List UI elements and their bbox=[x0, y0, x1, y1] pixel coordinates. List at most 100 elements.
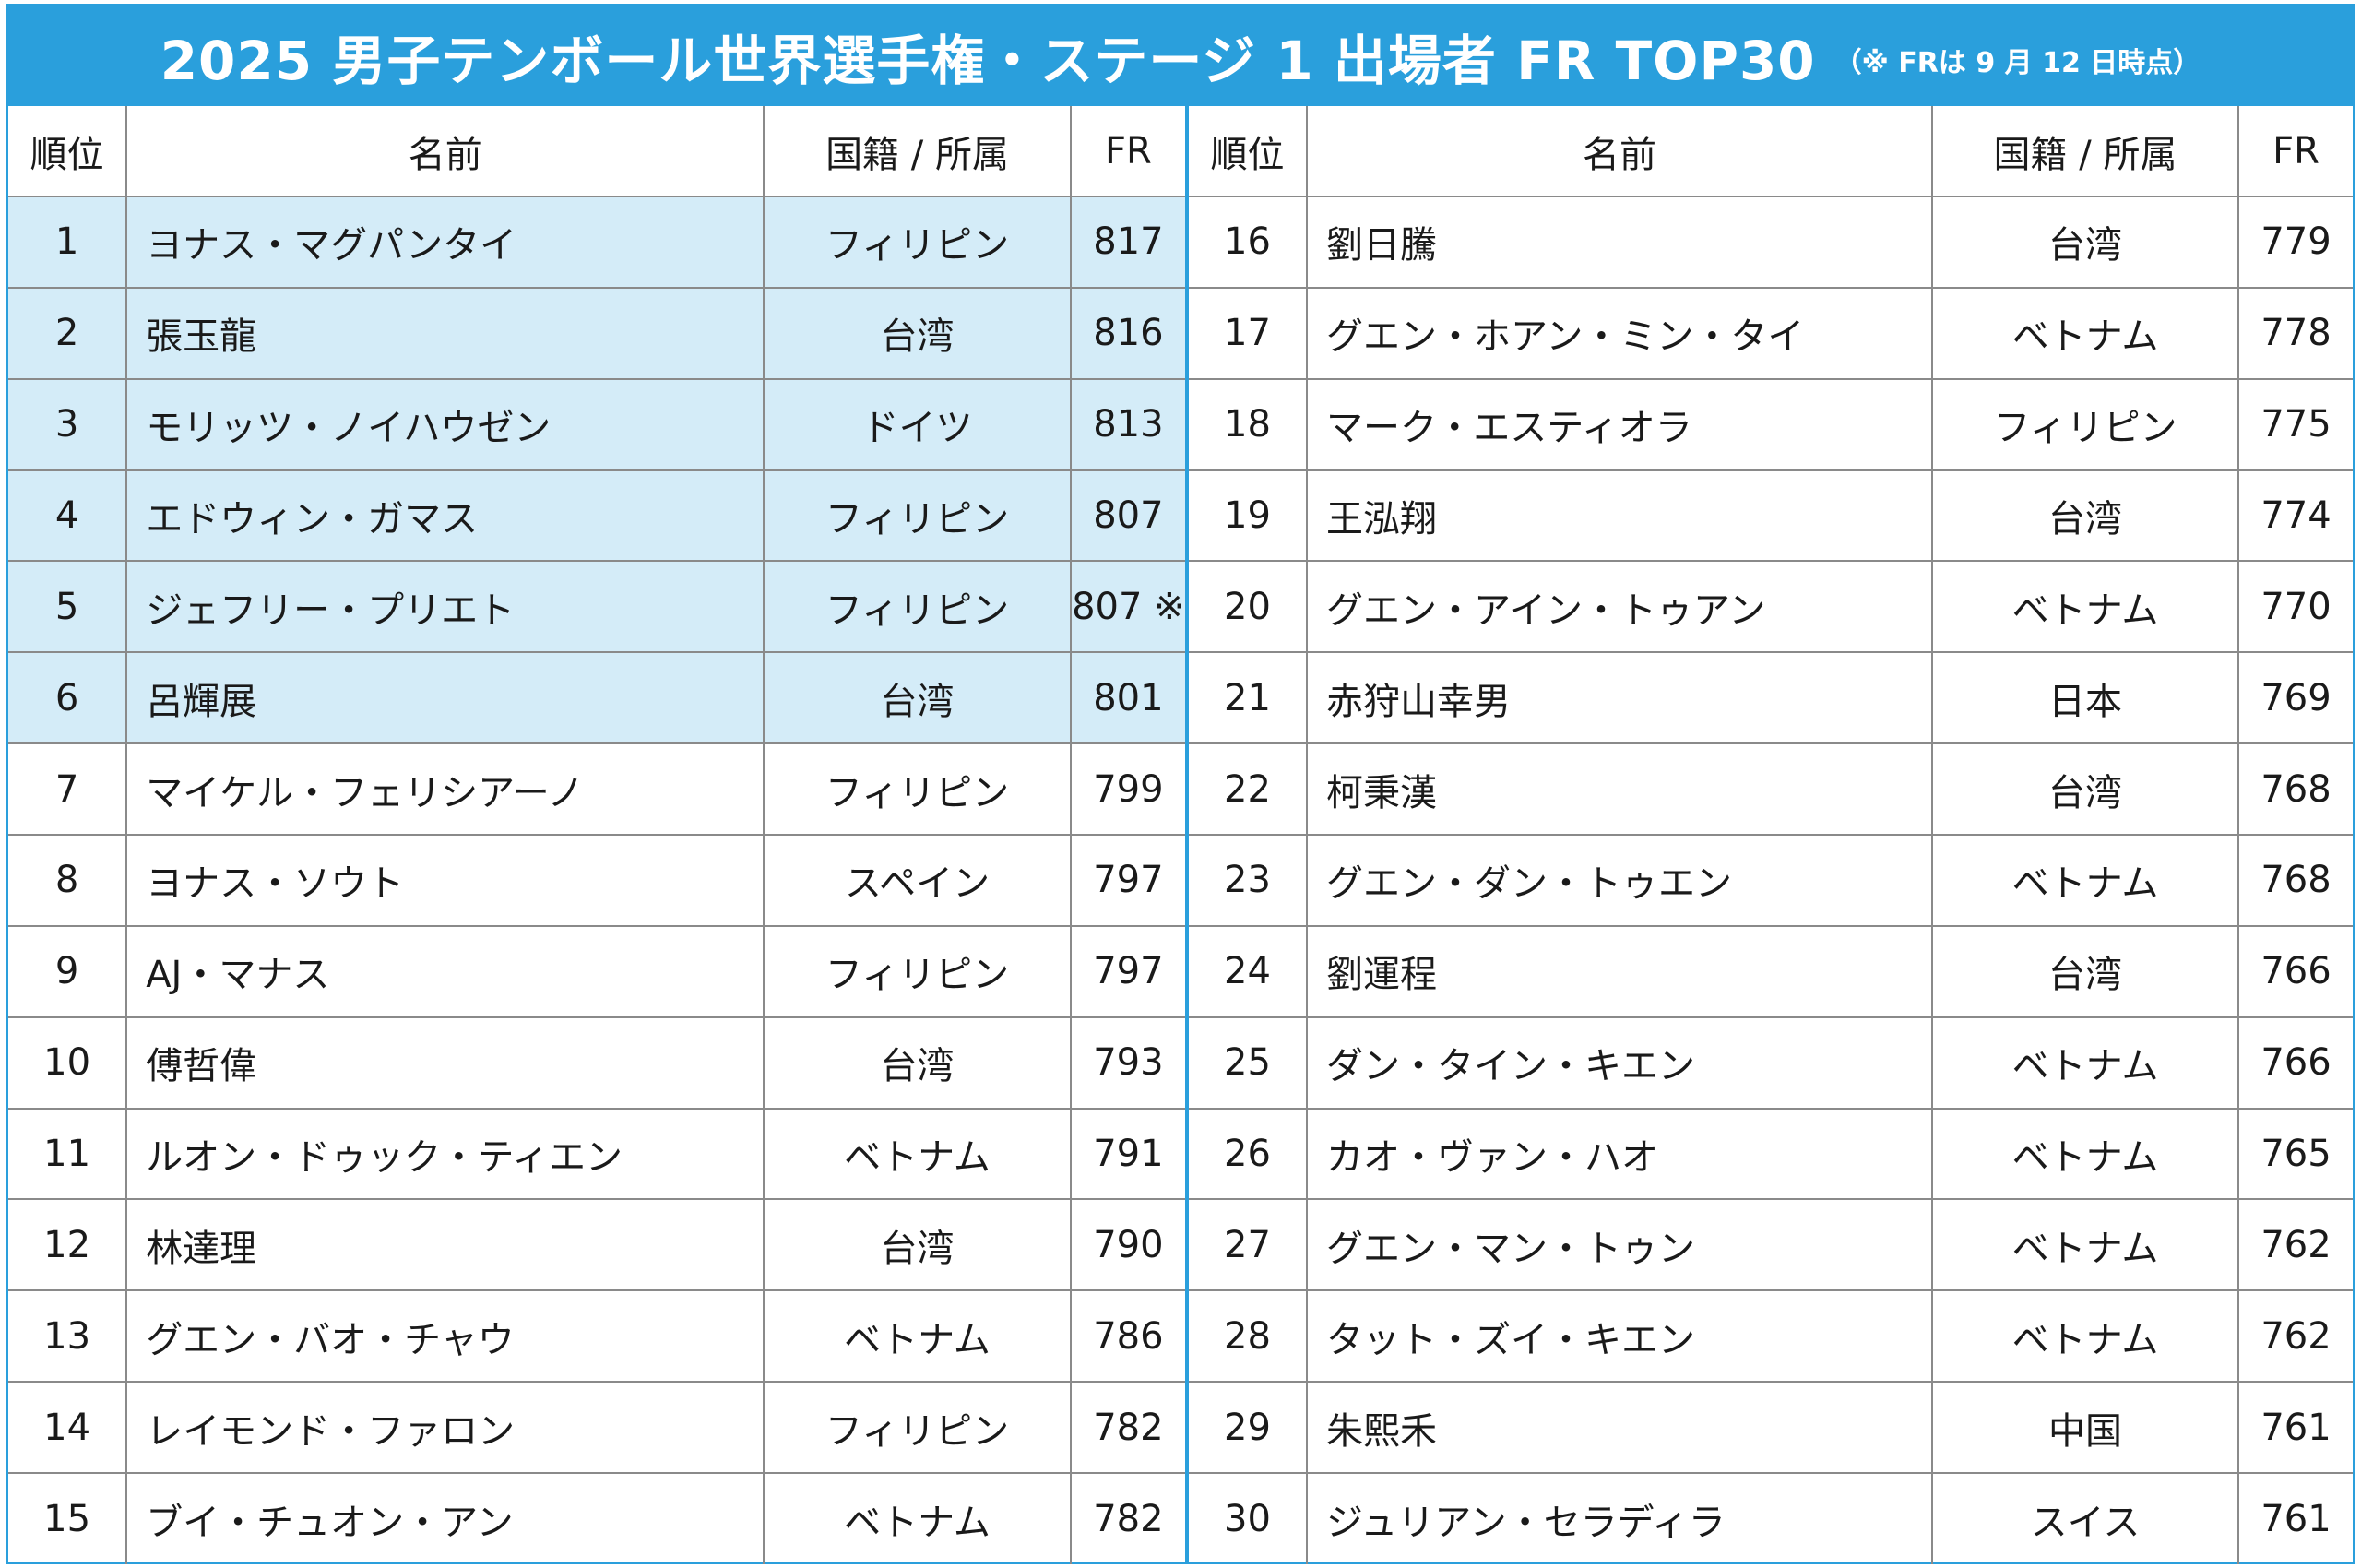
player-name-cell: グエン・ダン・トゥエン bbox=[1307, 835, 1933, 927]
fr-cell: 799 bbox=[1070, 743, 1187, 837]
player-name-cell: タット・ズイ・キエン bbox=[1307, 1290, 1933, 1384]
nationality-cell: ドイツ bbox=[764, 378, 1072, 471]
rank-cell: 15 bbox=[8, 1473, 128, 1564]
player-name-cell: 林達理 bbox=[126, 1199, 765, 1292]
nationality-cell: ベトナム bbox=[764, 1473, 1072, 1564]
table-row: 26 カオ・ヴァン・ハオ ベトナム 765 bbox=[1189, 1108, 2353, 1201]
player-name-cell: AJ・マナス bbox=[126, 925, 765, 1018]
rank-cell: 25 bbox=[1189, 1016, 1308, 1110]
nationality-cell: 台湾 bbox=[764, 1016, 1072, 1110]
player-name-cell: グエン・マン・トゥン bbox=[1307, 1199, 1933, 1292]
nationality-cell: 台湾 bbox=[1932, 925, 2239, 1018]
nationality-cell: ベトナム bbox=[1932, 1290, 2239, 1384]
table-row: 6 呂輝展 台湾 801 bbox=[8, 652, 1187, 745]
fr-cell: 766 bbox=[2238, 925, 2353, 1018]
rank-cell: 2 bbox=[8, 287, 128, 380]
rank-cell: 10 bbox=[8, 1016, 128, 1110]
fr-cell: 779 bbox=[2238, 196, 2353, 289]
table-row: 5 ジェフリー・プリエト フィリピン 807 ※ bbox=[8, 561, 1187, 654]
rank-cell: 18 bbox=[1189, 378, 1308, 471]
table-row: 27 グエン・マン・トゥン ベトナム 762 bbox=[1189, 1199, 2353, 1292]
table-row: 18 マーク・エスティオラ フィリピン 775 bbox=[1189, 378, 2353, 471]
rank-cell: 17 bbox=[1189, 287, 1308, 380]
player-name-cell: カオ・ヴァン・ハオ bbox=[1307, 1108, 1933, 1201]
fr-cell: 768 bbox=[2238, 835, 2353, 927]
player-name-cell: 朱熙禾 bbox=[1307, 1382, 1933, 1475]
fr-cell: 770 bbox=[2238, 561, 2353, 654]
fr-cell: 782 bbox=[1093, 1498, 1164, 1541]
nationality-cell: ベトナム bbox=[1932, 1199, 2239, 1292]
fr-cell: 791 bbox=[1070, 1108, 1187, 1201]
fr-cell: 807 ※ bbox=[1070, 561, 1187, 654]
fr-cell: 765 bbox=[2238, 1108, 2353, 1201]
header-name: 名前 bbox=[1307, 106, 1933, 197]
player-name-cell: グエン・バオ・チャウ bbox=[126, 1290, 765, 1384]
rank-cell: 30 bbox=[1189, 1473, 1308, 1564]
rank-cell: 16 bbox=[1189, 196, 1308, 289]
fr-cell: 793 bbox=[1070, 1016, 1187, 1110]
table-row: 20 グエン・アイン・トゥアン ベトナム 770 bbox=[1189, 561, 2353, 654]
fr-cell: 813 bbox=[1070, 378, 1187, 471]
rank-cell: 29 bbox=[1189, 1382, 1308, 1475]
fr-cell: 782 bbox=[1070, 1382, 1187, 1475]
fr-cell: 768 bbox=[2238, 743, 2353, 837]
rank-cell: 5 bbox=[8, 561, 128, 654]
table-row: 2 張玉龍 台湾 816 bbox=[8, 287, 1187, 380]
nationality-cell: フィリピン bbox=[764, 469, 1072, 563]
nationality-cell: 中国 bbox=[1932, 1382, 2239, 1475]
nationality-cell: 台湾 bbox=[1932, 743, 2239, 837]
player-name-cell: グエン・ホアン・ミン・タイ bbox=[1307, 287, 1933, 380]
rank-cell: 6 bbox=[8, 652, 128, 745]
player-name-cell: レイモンド・ファロン bbox=[126, 1382, 765, 1475]
table-row: 14 レイモンド・ファロン フィリピン 782 bbox=[8, 1382, 1187, 1475]
nationality-cell: フィリピン bbox=[764, 743, 1072, 837]
table-row: 7 マイケル・フェリシアーノ フィリピン 799 bbox=[8, 743, 1187, 837]
player-name-cell: 劉運程 bbox=[1307, 925, 1933, 1018]
fr-cell: 775 bbox=[2238, 378, 2353, 471]
fr-cell: 761 bbox=[2238, 1382, 2353, 1475]
player-name-cell: マイケル・フェリシアーノ bbox=[126, 743, 765, 837]
nationality-cell: 台湾 bbox=[764, 287, 1072, 380]
player-name-cell: 張玉龍 bbox=[126, 287, 765, 380]
table-row: 4 エドウィン・ガマス フィリピン 807 bbox=[8, 469, 1187, 563]
fr-cell: 761 bbox=[2260, 1498, 2331, 1541]
table-row: 23 グエン・ダン・トゥエン ベトナム 768 bbox=[1189, 835, 2353, 927]
header-row: 順位 名前 国籍 / 所属 FR bbox=[8, 106, 1187, 197]
nationality-cell: スイス bbox=[1932, 1473, 2239, 1564]
rank-cell: 20 bbox=[1189, 561, 1308, 654]
page-title: 2025 男子テンボール世界選手権・ステージ 1 出場者 FR TOP30 bbox=[160, 30, 1816, 92]
header-nationality: 国籍 / 所属 bbox=[1932, 106, 2239, 197]
player-name-cell: 劉日騰 bbox=[1307, 196, 1933, 289]
nationality-cell: 台湾 bbox=[1932, 196, 2239, 289]
fr-cell: 786 bbox=[1070, 1290, 1187, 1384]
player-name-cell: エドウィン・ガマス bbox=[126, 469, 765, 563]
ranking-table-right-body: 16 劉日騰 台湾 779 17 グエン・ホアン・ミン・タイ ベトナム 778 18 マーク・エス… bbox=[1189, 196, 2353, 1564]
table-row: 8 ヨナス・ソウト スペイン 797 bbox=[8, 835, 1187, 927]
player-name-cell: ブイ・チュオン・アン bbox=[126, 1473, 765, 1564]
player-name-cell: ダン・タイン・キエン bbox=[1307, 1016, 1933, 1110]
nationality-cell: ベトナム bbox=[1932, 1108, 2239, 1201]
tables-container: 順位 名前 国籍 / 所属 FR 1 ヨナス・マグパンタイ フィリピン 817 2 張玉龍… bbox=[8, 106, 2353, 1564]
nationality-cell: スペイン bbox=[764, 835, 1072, 927]
ranking-table-left: 順位 名前 国籍 / 所属 FR 1 ヨナス・マグパンタイ フィリピン 817 2 張玉龍… bbox=[8, 106, 1189, 1564]
title-bar: 2025 男子テンボール世界選手権・ステージ 1 出場者 FR TOP30 （※… bbox=[8, 6, 2353, 106]
rank-cell: 28 bbox=[1189, 1290, 1308, 1384]
fr-cell: 766 bbox=[2238, 1016, 2353, 1110]
rank-cell: 4 bbox=[8, 469, 128, 563]
player-name-cell: マーク・エスティオラ bbox=[1307, 378, 1933, 471]
player-name-cell: ルオン・ドゥック・ティエン bbox=[126, 1108, 765, 1201]
table-row: 9 AJ・マナス フィリピン 797 bbox=[8, 925, 1187, 1018]
nationality-cell: フィリピン bbox=[764, 196, 1072, 289]
nationality-cell: 日本 bbox=[1932, 652, 2239, 745]
table-row: 12 林達理 台湾 790 bbox=[8, 1199, 1187, 1292]
rank-cell: 26 bbox=[1189, 1108, 1308, 1201]
rank-cell: 11 bbox=[8, 1108, 128, 1201]
player-name-cell: 呂輝展 bbox=[126, 652, 765, 745]
ranking-board: 2025 男子テンボール世界選手権・ステージ 1 出場者 FR TOP30 （※… bbox=[6, 4, 2355, 1564]
nationality-cell: フィリピン bbox=[764, 925, 1072, 1018]
fr-cell: 817 bbox=[1070, 196, 1187, 289]
table-row: 28 タット・ズイ・キエン ベトナム 762 bbox=[1189, 1290, 2353, 1384]
nationality-cell: 台湾 bbox=[1932, 469, 2239, 563]
table-row: 25 ダン・タイン・キエン ベトナム 766 bbox=[1189, 1016, 2353, 1110]
fr-cell: 797 bbox=[1070, 925, 1187, 1018]
